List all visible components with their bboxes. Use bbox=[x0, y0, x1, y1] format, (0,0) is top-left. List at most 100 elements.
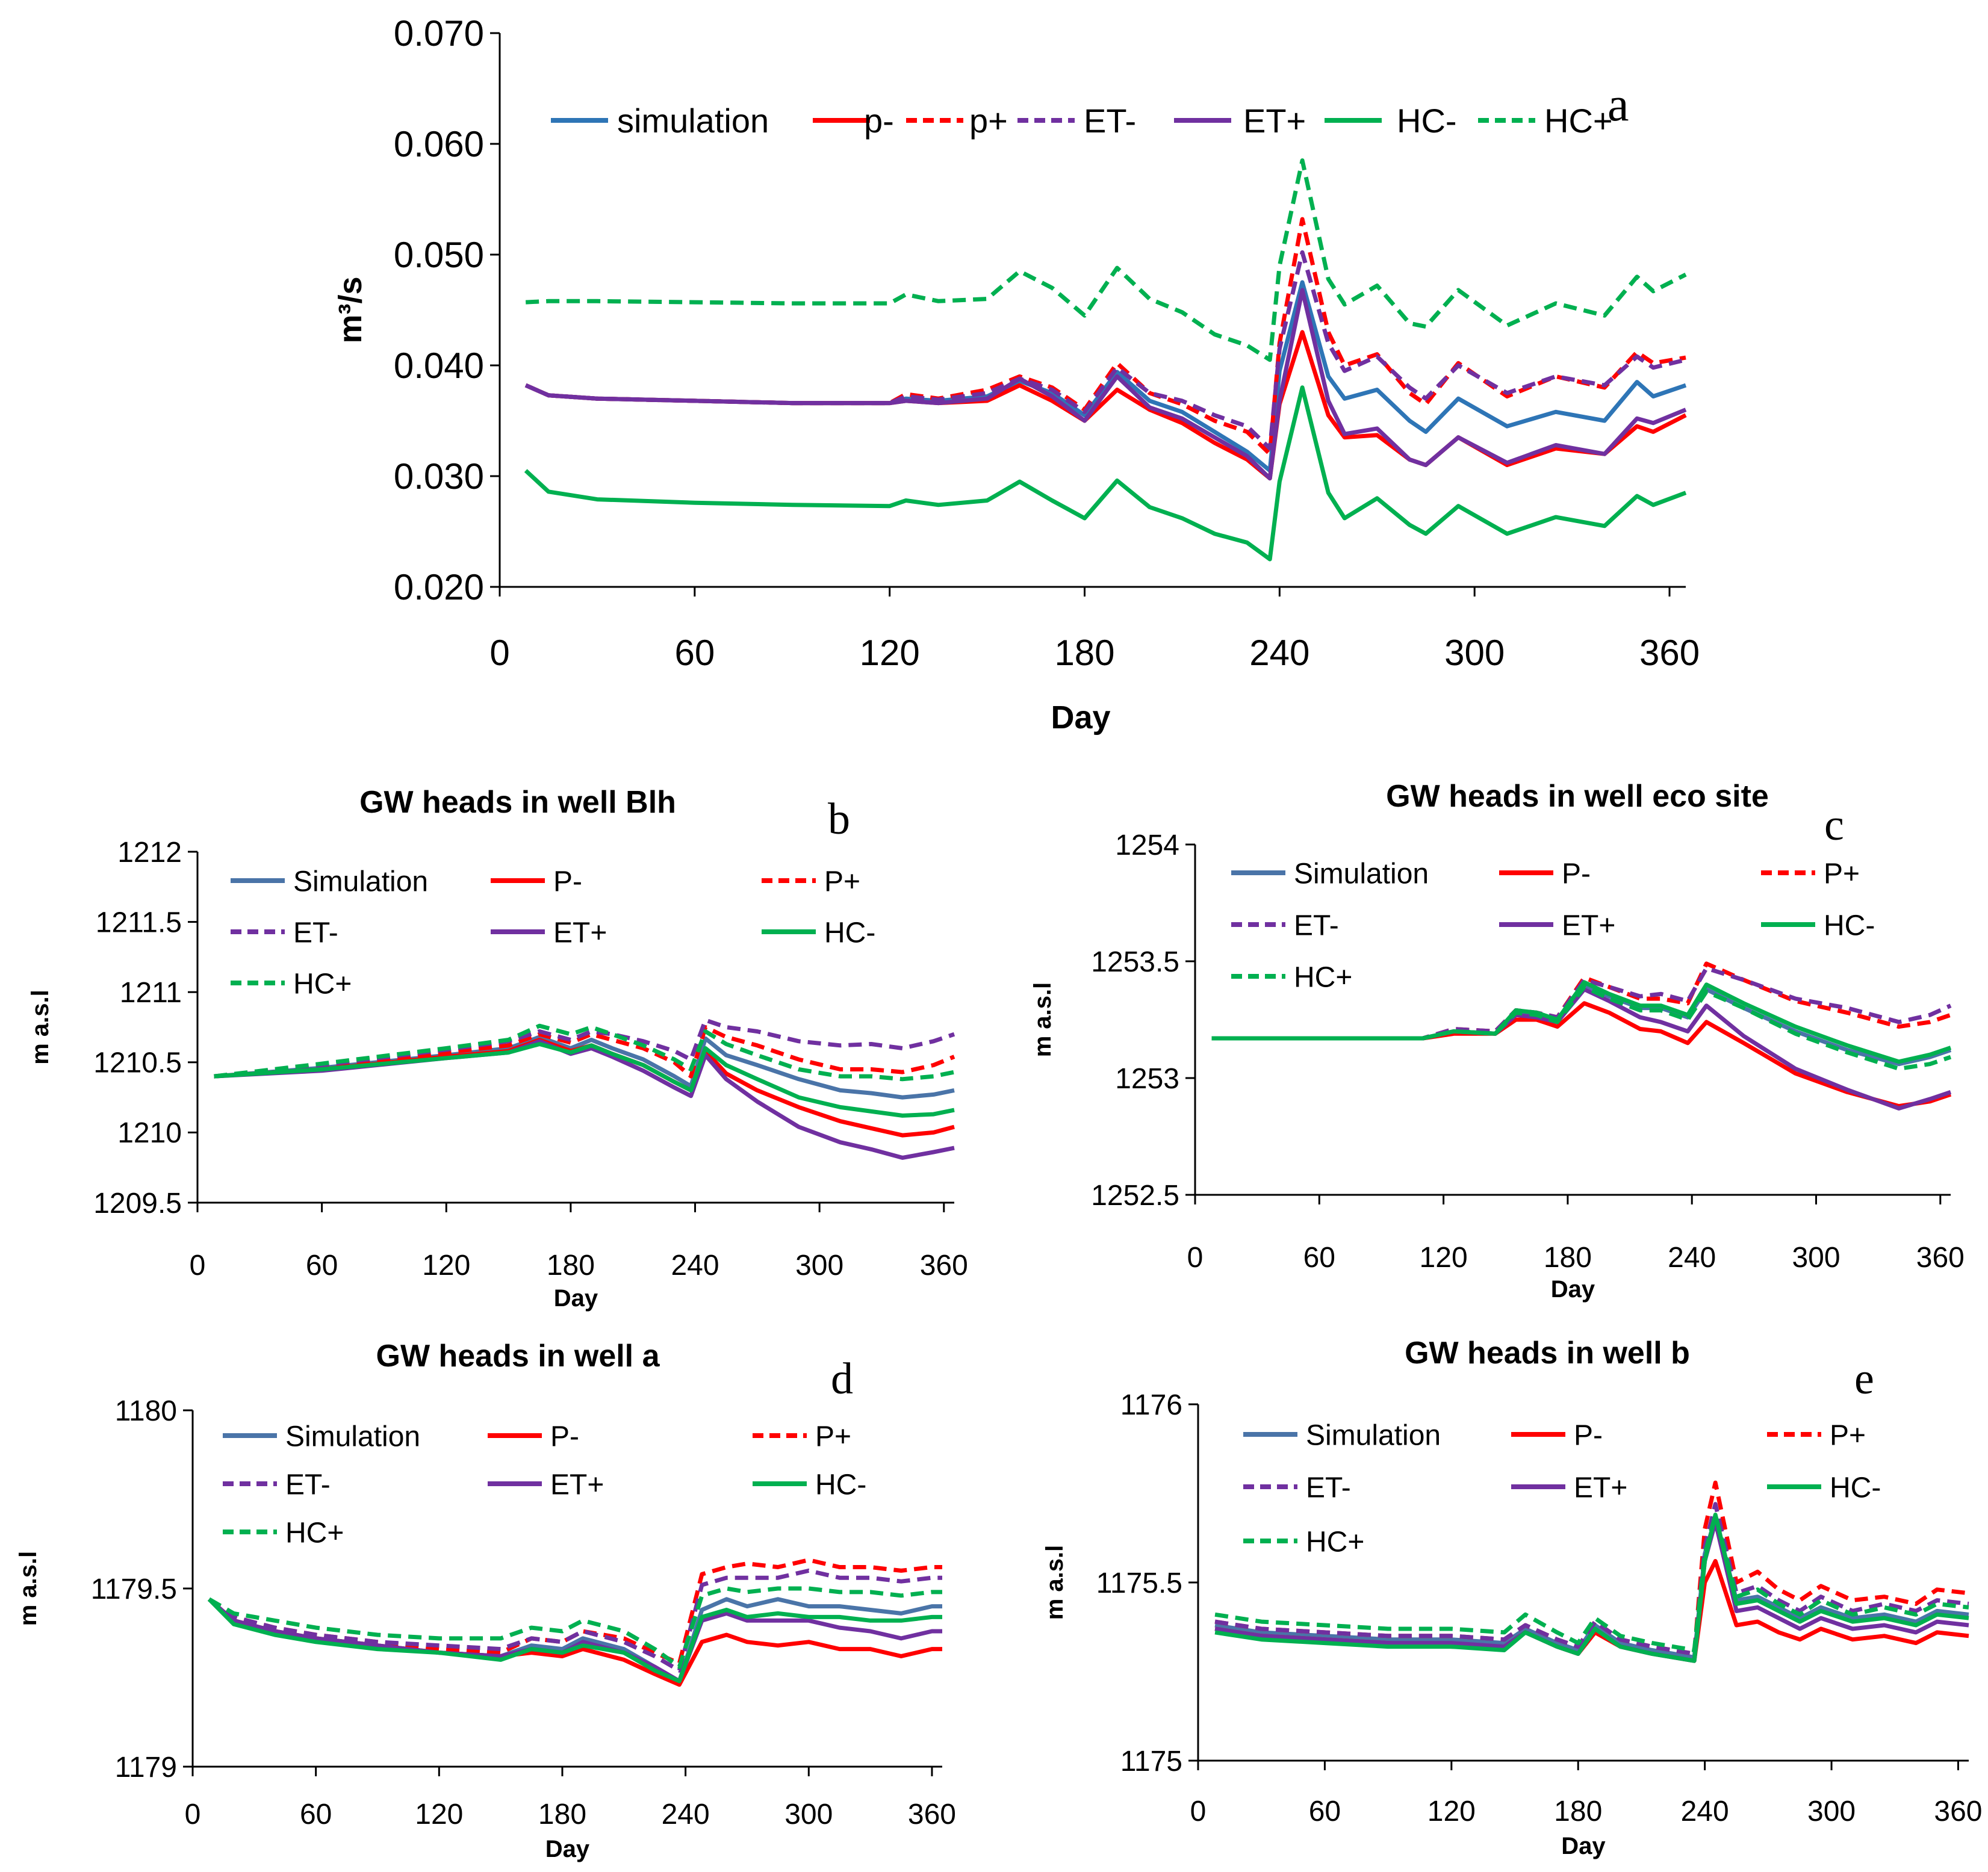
y-axis-label: m a.s.l bbox=[15, 1551, 42, 1626]
series-line-hc- bbox=[524, 385, 1687, 562]
chart-title: GW heads in well a bbox=[376, 1339, 660, 1374]
legend-label: P- bbox=[1562, 858, 1591, 890]
x-tick-label: 60 bbox=[306, 1250, 338, 1282]
y-axis-label: m a.s.l bbox=[27, 990, 54, 1065]
legend-label: P- bbox=[553, 866, 582, 897]
panel-letter: c bbox=[1824, 801, 1844, 850]
legend-label: ET+ bbox=[1243, 102, 1306, 140]
series-line-hc- bbox=[526, 158, 1687, 362]
y-tick-label: 1253 bbox=[1115, 1063, 1179, 1095]
x-tick-label: 300 bbox=[1807, 1796, 1856, 1827]
panel-letter: e bbox=[1854, 1354, 1874, 1404]
chart-title: GW heads in well Blh bbox=[359, 785, 676, 820]
panel-letter: d bbox=[831, 1354, 853, 1404]
series-line-p- bbox=[524, 330, 1687, 481]
x-tick-label: 360 bbox=[1916, 1242, 1965, 1274]
series-line-hc- bbox=[1211, 985, 1952, 1071]
x-tick-label: 180 bbox=[1554, 1796, 1602, 1827]
series-line-et- bbox=[208, 1598, 942, 1684]
y-axis-label: m a.s.l bbox=[1042, 1545, 1068, 1620]
y-tick-label: 1210.5 bbox=[93, 1047, 182, 1079]
legend-label: P+ bbox=[1824, 858, 1860, 890]
x-tick-label: 0 bbox=[1187, 1242, 1204, 1274]
x-tick-label: 300 bbox=[1444, 633, 1505, 673]
y-tick-label: 0.050 bbox=[394, 235, 484, 275]
x-tick-label: 60 bbox=[300, 1799, 332, 1830]
x-axis-label: Day bbox=[1561, 1833, 1606, 1859]
legend: Simulation P- P+ ET- ET+ HC- HC+ bbox=[223, 1421, 866, 1549]
x-tick-label: 360 bbox=[908, 1799, 956, 1830]
y-tick-label: 1209.5 bbox=[93, 1188, 182, 1220]
x-tick-label: 0 bbox=[1190, 1796, 1207, 1827]
x-tick-label: 240 bbox=[671, 1250, 719, 1282]
legend-label: HC+ bbox=[1306, 1526, 1364, 1558]
y-tick-label: 0.060 bbox=[394, 124, 484, 164]
x-tick-label: 300 bbox=[795, 1250, 843, 1282]
legend-label: simulation bbox=[617, 102, 769, 140]
legend-label: HC+ bbox=[1544, 102, 1613, 140]
legend-label: ET- bbox=[285, 1469, 331, 1501]
legend-label: P+ bbox=[1830, 1419, 1866, 1451]
x-tick-label: 60 bbox=[674, 633, 715, 673]
legend: Simulation P- P+ ET- ET+ HC- HC+ bbox=[231, 866, 875, 1000]
y-tick-label: 1210 bbox=[117, 1117, 182, 1149]
x-tick-label: 120 bbox=[415, 1799, 463, 1830]
x-axis-label: Day bbox=[554, 1285, 598, 1312]
x-tick-label: 120 bbox=[1427, 1796, 1476, 1827]
x-tick-label: 360 bbox=[920, 1250, 968, 1282]
y-axis-label: m³/s bbox=[332, 276, 368, 343]
chart-panel-c: 1252.5 1253 1253.5 1254 0 60 120 180 240 300 360 Da… bbox=[1030, 779, 1965, 1303]
chart-panel-d: 1179 1179.5 1180 0 60 120 180 240 300 360 Day m a.s… bbox=[15, 1339, 956, 1862]
legend-label: P+ bbox=[824, 866, 860, 897]
legend-label: ET- bbox=[293, 917, 338, 949]
y-tick-label: 1254 bbox=[1115, 829, 1179, 861]
legend-label: HC- bbox=[1397, 102, 1457, 140]
panel-letter: b bbox=[828, 795, 850, 844]
series-line-et- bbox=[1214, 1502, 1969, 1656]
series-line-hc- bbox=[214, 1023, 955, 1082]
legend-label: Simulation bbox=[293, 866, 428, 897]
panel-letter: a bbox=[1607, 78, 1629, 131]
x-tick-label: 180 bbox=[1544, 1242, 1592, 1274]
legend: Simulation P- P+ ET- ET+ HC- HC+ bbox=[1243, 1419, 1881, 1558]
x-tick-label: 360 bbox=[1934, 1796, 1982, 1827]
x-tick-label: 120 bbox=[1420, 1242, 1468, 1274]
x-tick-label: 0 bbox=[185, 1799, 201, 1830]
legend-label: HC+ bbox=[1294, 961, 1352, 993]
series-line-et- bbox=[208, 1568, 942, 1673]
series-line-hc- bbox=[1214, 1513, 1969, 1652]
x-axis-label: Day bbox=[545, 1836, 590, 1862]
chart-title: GW heads in well b bbox=[1405, 1336, 1690, 1371]
legend-label: ET- bbox=[1306, 1472, 1351, 1504]
x-axis-label: Day bbox=[1551, 1276, 1595, 1303]
y-tick-label: 1252.5 bbox=[1091, 1180, 1179, 1212]
legend: simulation p-p+ ET- ET+ HC- HC+ bbox=[551, 102, 1613, 140]
x-tick-label: 240 bbox=[1668, 1242, 1716, 1274]
chart-panel-a: 0.020 0.030 0.040 0.050 0.060 0.070 0 60 120 180 2… bbox=[332, 13, 1700, 736]
x-tick-label: 60 bbox=[1309, 1796, 1341, 1827]
y-tick-label: 0.030 bbox=[394, 456, 484, 497]
chart-panel-b: 1209.5 1210 1210.5 1211 1211.5 1212 0 60 120 180 2… bbox=[27, 785, 968, 1312]
legend-label: Simulation bbox=[1306, 1419, 1441, 1451]
legend-label: ET+ bbox=[1574, 1472, 1627, 1504]
legend-label: HC- bbox=[1824, 910, 1875, 941]
x-tick-label: 0 bbox=[489, 633, 509, 673]
legend-label: HC+ bbox=[285, 1517, 344, 1549]
legend-label: HC+ bbox=[293, 968, 352, 1000]
x-tick-label: 300 bbox=[1792, 1242, 1840, 1274]
series-line-et- bbox=[214, 1018, 955, 1079]
legend-label: HC- bbox=[1830, 1472, 1881, 1504]
x-tick-label: 180 bbox=[547, 1250, 595, 1282]
y-tick-label: 1176 bbox=[1120, 1389, 1182, 1421]
x-tick-label: 120 bbox=[422, 1250, 470, 1282]
chart-title: GW heads in well eco site bbox=[1386, 779, 1769, 814]
series-line-simulation bbox=[1211, 982, 1952, 1067]
legend-label: HC- bbox=[815, 1469, 866, 1501]
legend-label: ET+ bbox=[553, 917, 607, 949]
series-line-p- bbox=[214, 1025, 955, 1079]
series-line-p- bbox=[1211, 1001, 1952, 1109]
y-tick-label: 1179 bbox=[115, 1752, 177, 1784]
x-tick-label: 120 bbox=[860, 633, 920, 673]
x-tick-label: 180 bbox=[538, 1799, 586, 1830]
series-line-p- bbox=[214, 1038, 955, 1138]
